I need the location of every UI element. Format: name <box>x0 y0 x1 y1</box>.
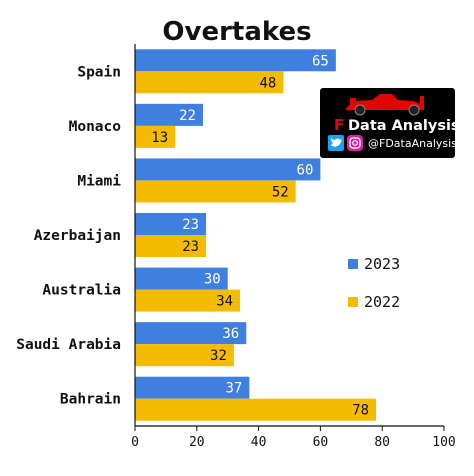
bar-2022-monaco <box>135 125 176 148</box>
x-tick-label-40: 40 <box>251 435 267 450</box>
category-label-bahrain: Bahrain <box>60 392 121 408</box>
category-label-australia: Australia <box>42 283 121 299</box>
data-label-2022-bahrain: 78 <box>352 403 369 419</box>
data-label-2023-miami: 60 <box>297 162 314 178</box>
data-label-2022-australia: 34 <box>216 294 233 310</box>
chart-title: Overtakes <box>162 17 311 47</box>
category-label-saudi-arabia: Saudi Arabia <box>16 337 121 353</box>
badge-letter: F <box>334 116 344 134</box>
bar-2022-saudi-arabia <box>135 344 234 367</box>
bars-layer: 65 48 22 13 60 52 23 23 30 34 36 32 37 78 <box>135 49 377 421</box>
x-tick-label-0: 0 <box>131 435 139 450</box>
data-label-2023-saudi-arabia: 36 <box>222 326 239 342</box>
data-analysis-badge: F Data Analysis @FDataAnalysis <box>320 88 460 158</box>
badge-handle: @FDataAnalysis <box>368 137 457 150</box>
data-label-2023-bahrain: 37 <box>225 381 242 397</box>
category-labels: Spain Monaco Miami Azerbaijan Australia Saudi… <box>16 64 121 407</box>
legend-label-2022: 2022 <box>364 293 400 311</box>
data-label-2022-saudi-arabia: 32 <box>210 348 227 364</box>
legend: 2023 2022 <box>348 255 400 311</box>
bar-2023-azerbaijan <box>135 213 207 235</box>
bar-2023-spain <box>135 49 336 72</box>
bar-2022-australia <box>135 289 241 312</box>
bar-2023-australia <box>135 267 228 290</box>
bar-2023-saudi-arabia <box>135 322 247 345</box>
x-tick-label-20: 20 <box>189 435 205 450</box>
bar-2022-bahrain <box>135 398 377 421</box>
category-label-azerbaijan: Azerbaijan <box>34 228 121 244</box>
race-car-icon <box>346 94 424 116</box>
x-tick-label-100: 100 <box>432 435 455 450</box>
data-label-2022-monaco: 13 <box>151 130 168 146</box>
instagram-icon <box>347 135 363 151</box>
bar-2022-azerbaijan <box>135 235 207 257</box>
data-label-2022-miami: 52 <box>272 184 289 200</box>
bar-2023-miami <box>135 158 321 181</box>
legend-label-2023: 2023 <box>364 255 400 273</box>
bar-2023-monaco <box>135 103 203 126</box>
twitter-icon <box>328 135 344 151</box>
bar-2022-spain <box>135 71 284 94</box>
category-label-monaco: Monaco <box>69 119 122 135</box>
legend-swatch-2022 <box>348 297 358 307</box>
x-tick-label-80: 80 <box>374 435 390 450</box>
bar-2023-bahrain <box>135 376 250 399</box>
data-label-2023-australia: 30 <box>204 272 221 288</box>
legend-swatch-2023 <box>348 259 358 269</box>
badge-title: Data Analysis <box>348 118 460 134</box>
x-axis: 0 20 40 60 80 100 <box>131 44 456 450</box>
data-label-2023-azerbaijan: 23 <box>182 217 199 233</box>
data-label-2023-spain: 65 <box>312 53 329 69</box>
data-label-2022-spain: 48 <box>259 75 276 91</box>
data-label-2023-monaco: 22 <box>179 108 196 124</box>
category-label-spain: Spain <box>77 64 121 80</box>
x-tick-label-60: 60 <box>313 435 329 450</box>
bar-2022-miami <box>135 180 296 203</box>
category-label-miami: Miami <box>77 173 121 189</box>
data-label-2022-azerbaijan: 23 <box>182 239 199 255</box>
